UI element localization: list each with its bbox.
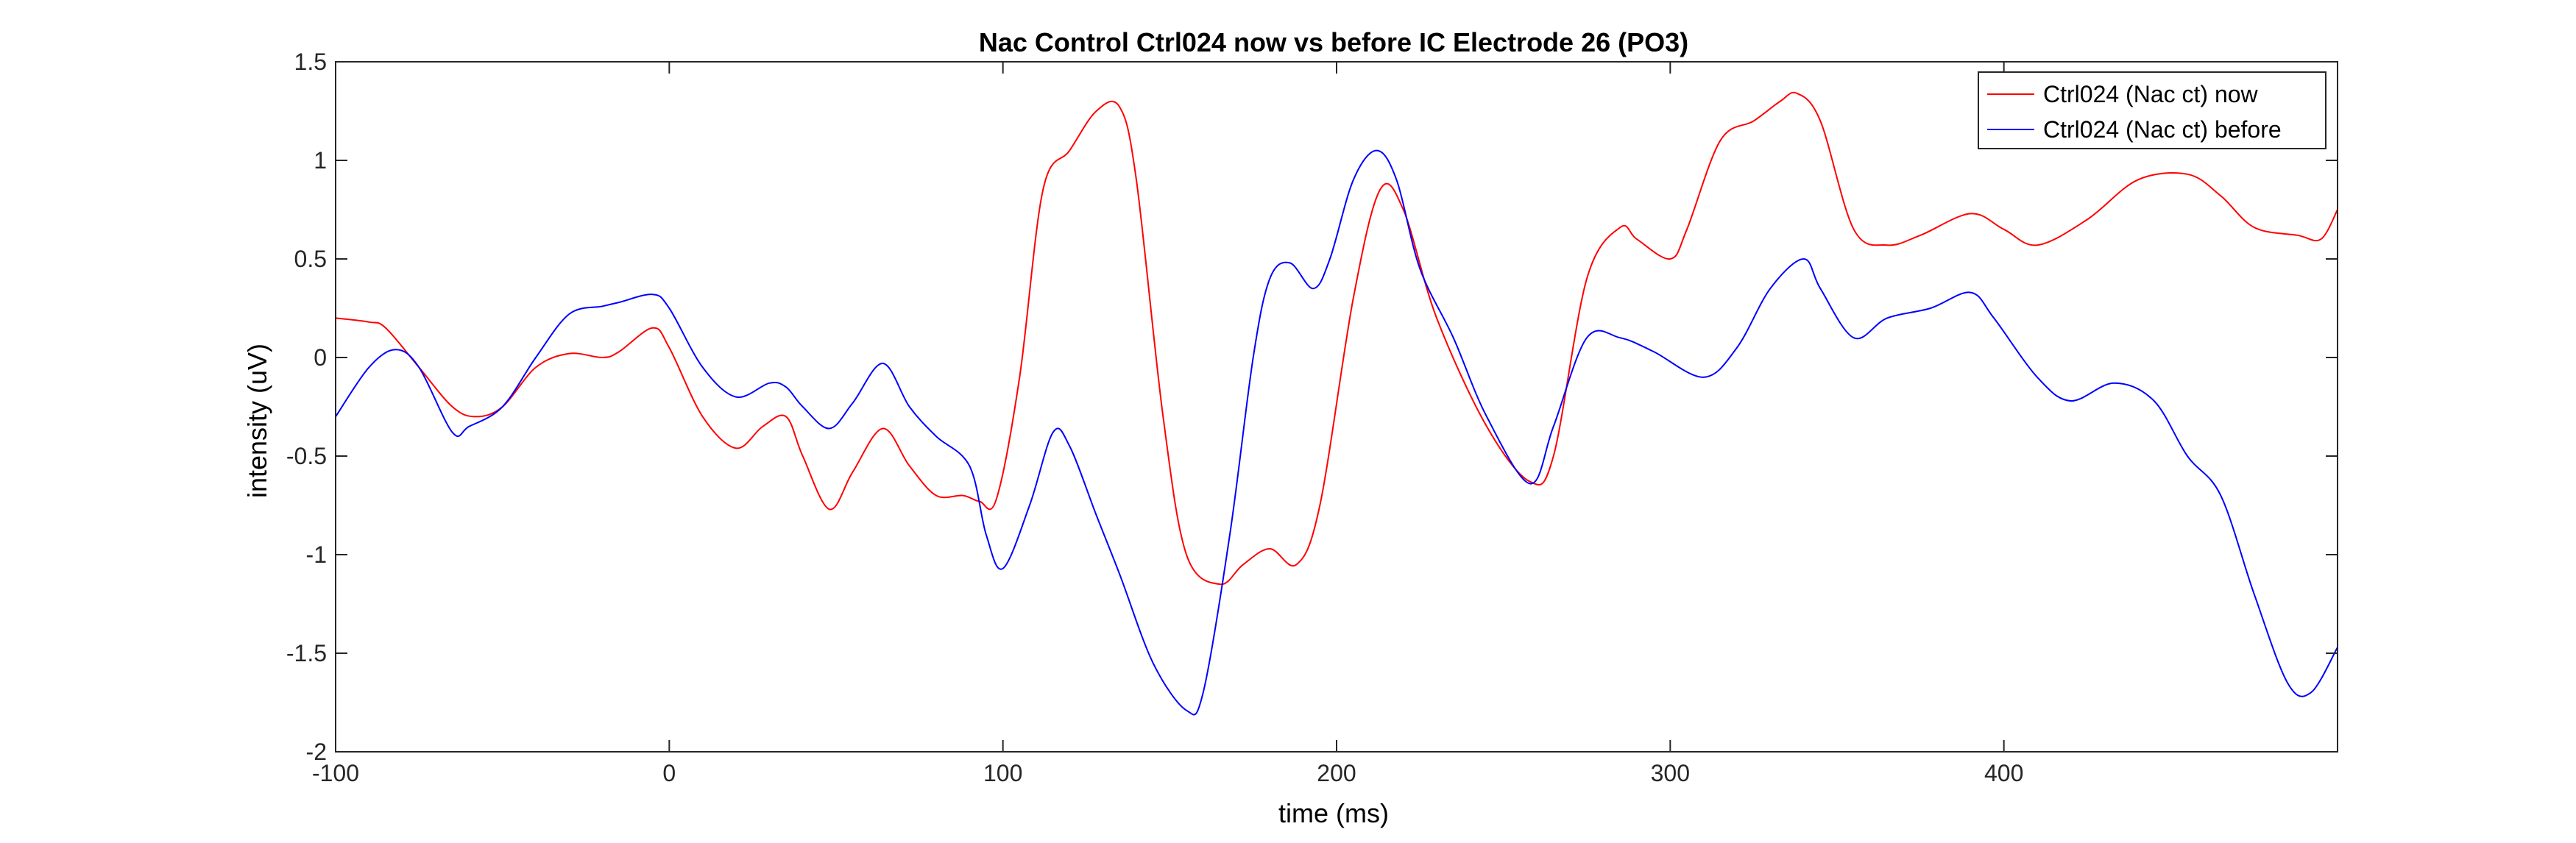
y-tick-label: 1.5 bbox=[294, 49, 327, 75]
y-tick-label: -0.5 bbox=[286, 443, 327, 469]
y-tick-label: -2 bbox=[306, 739, 327, 765]
x-tick-label: 300 bbox=[1651, 760, 1690, 786]
x-tick-label: -100 bbox=[312, 760, 359, 786]
x-tick-label: 400 bbox=[1984, 760, 2023, 786]
x-axis-label: time (ms) bbox=[1278, 798, 1389, 828]
series-line-2 bbox=[335, 149, 2338, 716]
chart-title: Nac Control Ctrl024 now vs before IC Ele… bbox=[979, 27, 1688, 57]
series-layer bbox=[335, 91, 2338, 716]
y-tick-label: 1 bbox=[314, 147, 327, 174]
legend-label-2: Ctrl024 (Nac ct) before bbox=[2043, 116, 2282, 143]
y-axis: -2 -1.5 -1 -0.5 0 0.5 1 1.5 bbox=[286, 49, 2338, 765]
x-axis: -100 0 100 200 300 400 bbox=[312, 62, 2023, 786]
y-tick-label: -1.5 bbox=[286, 640, 327, 666]
legend-label-1: Ctrl024 (Nac ct) now bbox=[2043, 81, 2259, 107]
y-tick-label: 0 bbox=[314, 344, 327, 371]
x-tick-label: 0 bbox=[662, 760, 676, 786]
x-tick-label: 200 bbox=[1317, 760, 1356, 786]
legend: Ctrl024 (Nac ct) now Ctrl024 (Nac ct) bef… bbox=[1978, 71, 2326, 149]
series-line-1 bbox=[335, 91, 2338, 586]
y-tick-label: -1 bbox=[306, 541, 327, 568]
y-axis-label: intensity (uV) bbox=[242, 344, 272, 498]
x-tick-label: 100 bbox=[983, 760, 1022, 786]
legend-box bbox=[1978, 71, 2326, 149]
y-tick-label: 0.5 bbox=[294, 246, 327, 272]
